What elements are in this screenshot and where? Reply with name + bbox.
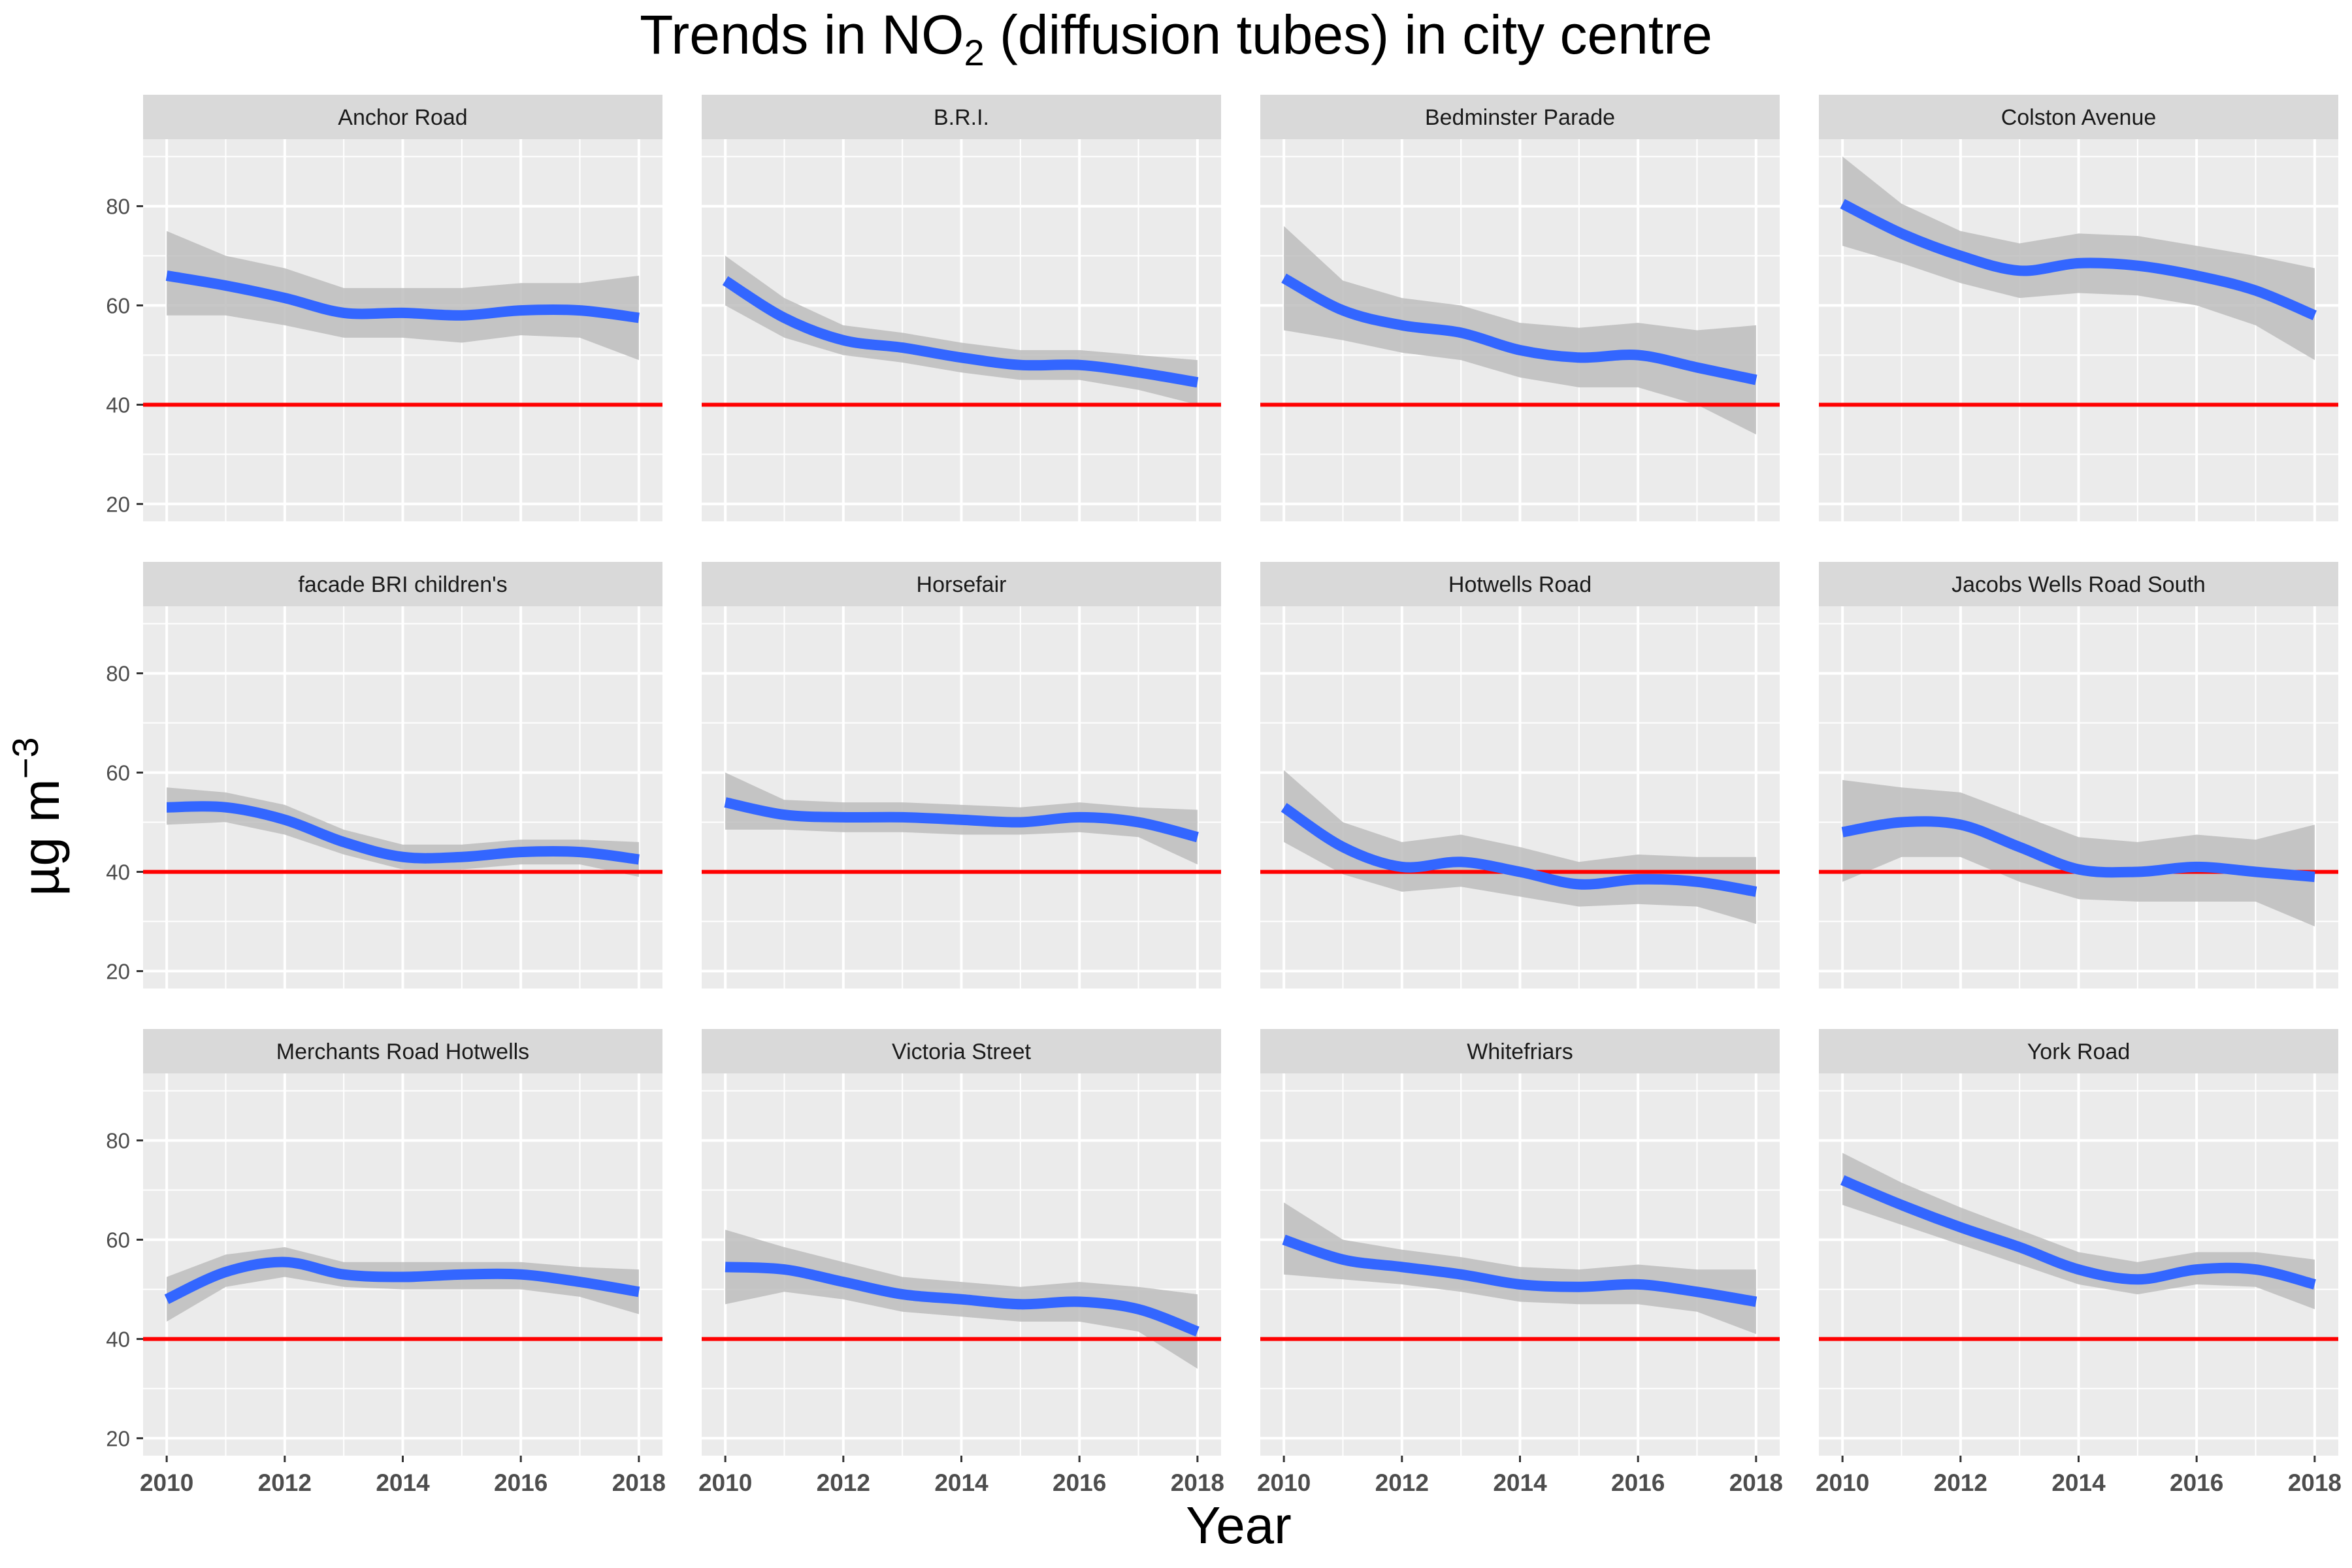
facet-strip	[1819, 95, 2338, 139]
y-tick-label: 40	[106, 393, 130, 417]
title-prefix: Trends in NO	[640, 4, 964, 65]
x-tick-label: 2016	[1053, 1469, 1106, 1496]
x-tick-label: 2010	[1816, 1469, 1869, 1496]
facet-strip	[1260, 95, 1780, 139]
trend-line	[1282, 1234, 1757, 1307]
facet-panel: York Road 2010 2012 2014 2016 2018	[1816, 1029, 2342, 1496]
facet-strip-label: Horsefair	[917, 572, 1007, 597]
facet-panel: Whitefriars 2010 2012 2014 2016 2018	[1257, 1029, 1783, 1496]
facet-strip	[702, 1029, 1221, 1073]
x-tick-label: 2010	[698, 1469, 752, 1496]
trend-line	[164, 1256, 640, 1304]
facet-strip-label: Victoria Street	[892, 1039, 1031, 1064]
facet-strip-label: Merchants Road Hotwells	[276, 1039, 529, 1064]
trend-line	[1281, 803, 1757, 897]
confidence-band	[1284, 226, 1756, 434]
x-axis-title: Year	[1186, 1496, 1292, 1554]
facet-strip-label: Anchor Road	[338, 105, 467, 130]
facet-panel: Jacobs Wells Road South	[1819, 562, 2338, 988]
trend-line	[165, 270, 640, 323]
facet-strip-label: Hotwells Road	[1448, 572, 1592, 597]
chart-title: Trends in NO2 (diffusion tubes) in city …	[640, 4, 1712, 73]
x-tick-label: 2018	[2288, 1469, 2342, 1496]
y-tick-label: 20	[106, 492, 130, 516]
facet-panel: Merchants Road Hotwells 20 40 60 80 2010 2012 2…	[106, 1029, 666, 1496]
y-tick-label: 40	[106, 1327, 130, 1351]
facet-strip	[1260, 562, 1780, 606]
y-axis-title-superscript: −3	[5, 737, 46, 779]
y-tick-label: 40	[106, 860, 130, 884]
x-tick-label: 2012	[258, 1469, 312, 1496]
facet-strip	[143, 1029, 662, 1073]
y-tick-label: 60	[106, 1228, 130, 1252]
y-tick-label: 80	[106, 1129, 130, 1153]
x-tick-label: 2018	[1171, 1469, 1224, 1496]
facet-panel: Anchor Road 20 40 60 80	[106, 95, 662, 521]
facet-strip-label: B.R.I.	[934, 105, 989, 130]
x-tick-label: 2012	[817, 1469, 870, 1496]
trend-line	[724, 797, 1199, 843]
facet-strip	[143, 95, 662, 139]
x-tick-label: 2018	[612, 1469, 666, 1496]
facet-panel: Hotwells Road	[1260, 562, 1780, 988]
facet-panel: Victoria Street 2010 2012 2014 2016 2018	[698, 1029, 1224, 1496]
x-tick-label: 2012	[1934, 1469, 1987, 1496]
facet-strip-label: Whitefriars	[1467, 1039, 1573, 1064]
facet-strip	[1819, 1029, 2338, 1073]
facet-panel: Horsefair	[702, 562, 1221, 988]
x-tick-label: 2016	[1611, 1469, 1665, 1496]
facet-strip-label: facade BRI children's	[298, 572, 507, 597]
y-axis-title-base: µg m	[12, 779, 70, 896]
confidence-band	[1284, 1202, 1756, 1334]
facet-panel: Bedminster Parade	[1260, 95, 1780, 521]
x-tick-label: 2016	[2170, 1469, 2223, 1496]
facet-panel: Colston Avenue	[1819, 95, 2338, 521]
facet-strip-label: Colston Avenue	[2001, 105, 2157, 130]
y-tick-label: 60	[106, 761, 130, 785]
y-tick-label: 60	[106, 294, 130, 318]
facet-strip	[1260, 1029, 1780, 1073]
x-tick-label: 2010	[140, 1469, 193, 1496]
y-tick-label: 20	[106, 1426, 130, 1450]
x-tick-label: 2014	[934, 1469, 988, 1496]
facet-panel: B.R.I.	[702, 95, 1221, 521]
trend-line	[1840, 199, 2317, 321]
x-tick-label: 2012	[1375, 1469, 1429, 1496]
confidence-band	[1284, 770, 1756, 924]
x-tick-label: 2018	[1729, 1469, 1783, 1496]
confidence-band	[167, 231, 639, 361]
x-tick-label: 2010	[1257, 1469, 1311, 1496]
facet-panels: Anchor Road 20 40 60 80 B.R.I. Bedminster Para…	[106, 95, 2342, 1496]
trend-line	[1281, 273, 1757, 385]
facet-strip-label: Jacobs Wells Road South	[1952, 572, 2206, 597]
facet-strip	[143, 562, 662, 606]
trend-line	[722, 276, 1199, 388]
title-subscript: 2	[964, 32, 984, 73]
y-tick-label: 80	[106, 195, 130, 219]
trend-line	[167, 801, 640, 865]
y-axis-title: µg m−3	[5, 737, 70, 896]
trend-line	[1840, 1175, 2316, 1290]
x-tick-label: 2014	[1493, 1469, 1547, 1496]
y-tick-label: 20	[106, 959, 130, 983]
facet-strip	[1819, 562, 2338, 606]
trend-line	[1841, 816, 2315, 883]
facet-panel: facade BRI children's 20 40 60 80	[106, 562, 662, 988]
x-tick-label: 2014	[2051, 1469, 2106, 1496]
y-tick-label: 80	[106, 662, 130, 686]
title-suffix: (diffusion tubes) in city centre	[985, 4, 1712, 65]
x-tick-label: 2014	[376, 1469, 430, 1496]
confidence-band	[1842, 779, 2315, 926]
facet-strip	[702, 562, 1221, 606]
facet-strip-label: York Road	[2027, 1039, 2131, 1064]
x-tick-label: 2016	[494, 1469, 547, 1496]
facet-strip	[702, 95, 1221, 139]
trend-line	[725, 1262, 1200, 1337]
facet-strip-label: Bedminster Parade	[1425, 105, 1615, 130]
